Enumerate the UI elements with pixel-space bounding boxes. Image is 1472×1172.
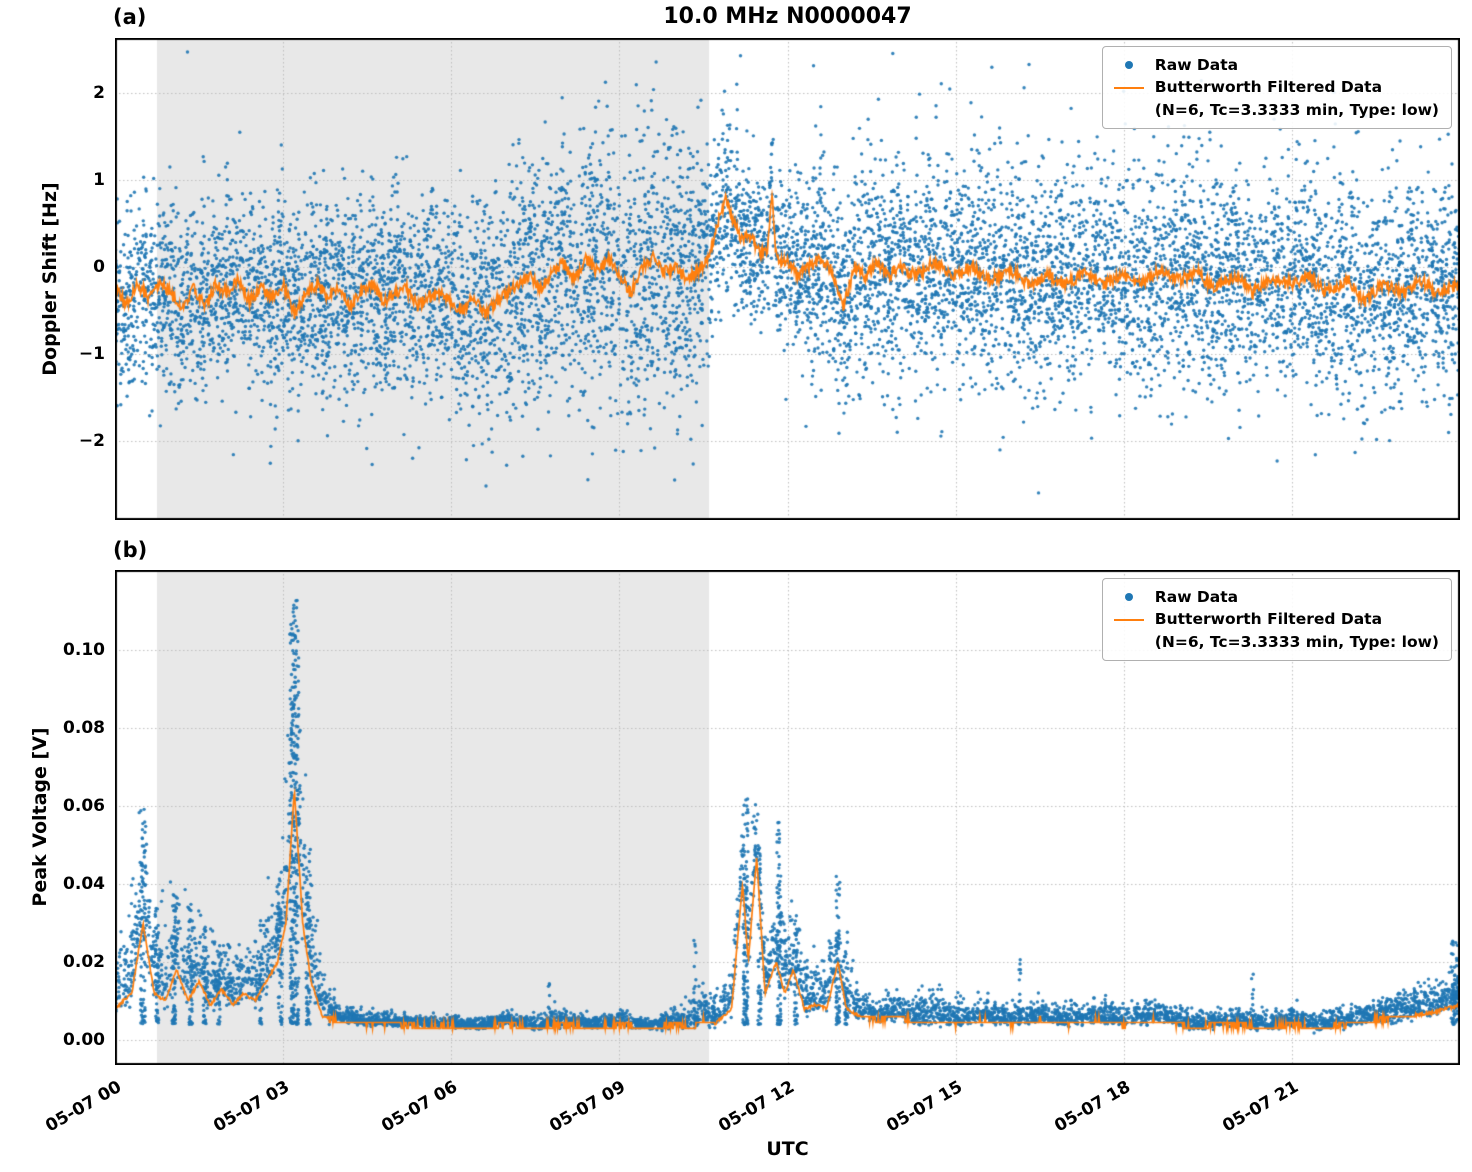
raw-data-marker-icon bbox=[1111, 593, 1147, 602]
x-tick-label: 05-07 00 bbox=[42, 1077, 125, 1137]
y-tick-label: 0.04 bbox=[63, 874, 105, 894]
legend-filtered-params: (N=6, Tc=3.3333 min, Type: low) bbox=[1154, 100, 1439, 119]
panel-a-legend: Raw Data Butterworth Filtered Data (N=6,… bbox=[1101, 46, 1452, 130]
y-tick-label: 0 bbox=[93, 256, 105, 277]
filtered-line-marker-icon bbox=[1111, 618, 1147, 621]
panel-b-legend: Raw Data Butterworth Filtered Data (N=6,… bbox=[1101, 578, 1452, 662]
x-tick-label: 05-07 15 bbox=[882, 1077, 966, 1137]
y-tick-label: 0.06 bbox=[63, 795, 105, 816]
x-tick-label: 05-07 06 bbox=[378, 1077, 462, 1137]
y-tick-label: −1 bbox=[78, 343, 105, 364]
y-tick-label: −2 bbox=[78, 430, 105, 451]
legend-filtered-params: (N=6, Tc=3.3333 min, Type: low) bbox=[1154, 632, 1439, 651]
figure-title: 10.0 MHz N0000047 bbox=[663, 4, 912, 29]
x-tick-label: 05-07 21 bbox=[1219, 1077, 1302, 1137]
y-tick-label: 0.02 bbox=[63, 952, 105, 973]
legend-raw-row: Raw Data bbox=[1111, 586, 1439, 608]
legend-raw-label: Raw Data bbox=[1154, 588, 1239, 606]
legend-raw-label: Raw Data bbox=[1154, 56, 1239, 74]
x-tick-label: 05-07 18 bbox=[1051, 1077, 1134, 1137]
x-tick-label: 05-07 09 bbox=[546, 1077, 630, 1137]
y-tick-label: 2 bbox=[93, 82, 105, 103]
legend-raw-row: Raw Data bbox=[1111, 54, 1439, 76]
y-tick-label: 1 bbox=[93, 169, 105, 190]
legend-filtered-label: Butterworth Filtered Data bbox=[1154, 610, 1383, 629]
x-tick-label: 05-07 03 bbox=[210, 1077, 294, 1137]
filtered-line-marker-icon bbox=[1111, 86, 1147, 89]
panel-b-label: (b) bbox=[113, 538, 148, 562]
legend-filtered-label: Butterworth Filtered Data bbox=[1154, 78, 1383, 97]
x-axis-label: UTC bbox=[766, 1138, 809, 1160]
y-tick-label: 0.10 bbox=[63, 639, 105, 660]
legend-filtered-row: Butterworth Filtered Data bbox=[1111, 608, 1439, 630]
legend-filtered-row: Butterworth Filtered Data bbox=[1111, 76, 1439, 98]
y-tick-label: 0.08 bbox=[63, 717, 105, 738]
raw-data-marker-icon bbox=[1111, 61, 1147, 70]
panel-a-label: (a) bbox=[113, 5, 147, 29]
y-tick-label: 0.00 bbox=[63, 1030, 105, 1051]
x-tick-label: 05-07 12 bbox=[714, 1077, 798, 1137]
